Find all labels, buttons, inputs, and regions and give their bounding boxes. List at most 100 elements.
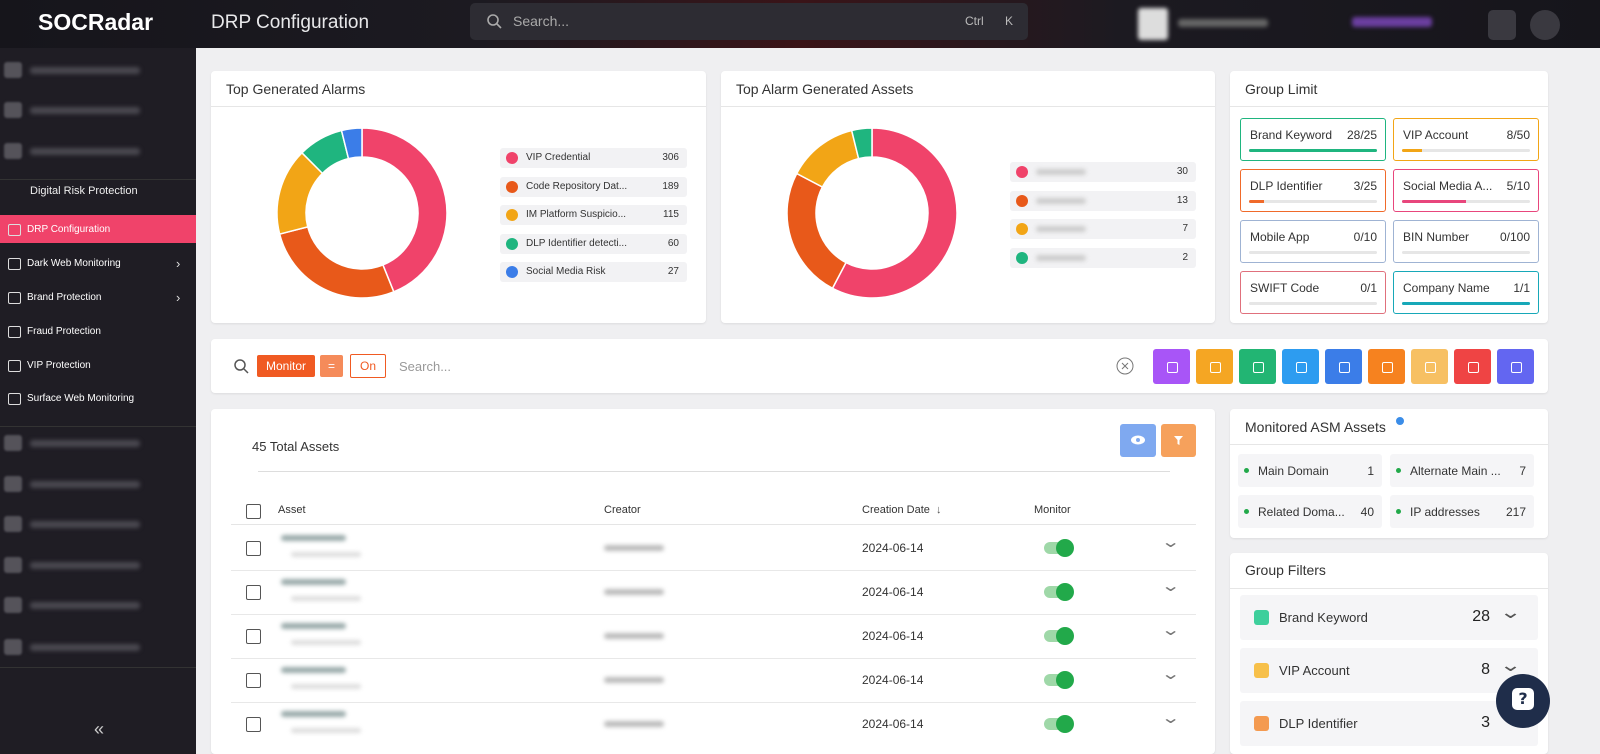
column-header[interactable]: Creation Date (862, 504, 930, 516)
donut-segment[interactable] (831, 127, 958, 299)
nav-item[interactable]: DRP Configuration (27, 224, 111, 235)
row-checkbox[interactable] (246, 629, 261, 644)
asm-tile[interactable]: Related Doma... 40 (1238, 495, 1382, 528)
legend-swatch (506, 152, 518, 164)
filter-count: 8 (1481, 661, 1490, 678)
creation-date: 2024-06-14 (862, 585, 924, 599)
legend-item[interactable]: Social Media Risk 27 (500, 262, 687, 282)
legend-item[interactable]: Code Repository Dat... 189 (500, 176, 687, 197)
view-button[interactable] (1120, 424, 1156, 457)
asset-sub-blurred (291, 552, 361, 557)
notifications[interactable] (1488, 10, 1516, 40)
legend-item[interactable]: 13 (1010, 190, 1196, 211)
limit-value: 8/50 (1506, 128, 1530, 142)
avatar[interactable] (1530, 10, 1560, 40)
legend-item[interactable]: 30 (1010, 162, 1196, 182)
donut-segment[interactable] (786, 172, 847, 290)
limit-tile[interactable]: Brand Keyword 28/25 (1240, 118, 1386, 161)
legend-item[interactable]: DLP Identifier detecti... 60 (500, 233, 687, 254)
limit-tile[interactable]: SWIFT Code 0/1 (1240, 271, 1386, 314)
action-button[interactable] (1325, 349, 1362, 384)
expand-chevron[interactable]: ⌄ (1160, 578, 1181, 595)
row-checkbox[interactable] (246, 717, 261, 732)
row-checkbox[interactable] (246, 541, 261, 556)
expand-chevron[interactable]: ⌄ (1160, 622, 1181, 639)
help-button[interactable]: ? (1496, 674, 1550, 728)
nav-item-blurred (4, 102, 22, 118)
monitor-toggle[interactable] (1044, 583, 1074, 601)
filter-value[interactable]: On (350, 354, 387, 378)
logo[interactable]: SOCRadar (38, 9, 154, 35)
collapse[interactable]: « (94, 719, 105, 739)
donut-segment[interactable] (795, 129, 860, 188)
action-button[interactable] (1153, 349, 1190, 384)
filter-search[interactable]: Search... (399, 359, 452, 374)
limit-label: Mobile App (1250, 230, 1310, 244)
nav-item[interactable]: VIP Protection (27, 360, 91, 371)
donut-segment[interactable] (340, 127, 363, 160)
creation-date: 2024-06-14 (862, 673, 924, 687)
limit-tile[interactable]: Mobile App 0/10 (1240, 220, 1386, 263)
legend-value: 306 (662, 152, 679, 163)
monitor-toggle[interactable] (1044, 715, 1074, 733)
shortcut-key: Ctrl (965, 14, 984, 28)
limit-tile[interactable]: DLP Identifier 3/25 (1240, 169, 1386, 212)
expand-chevron[interactable]: ⌄ (1160, 710, 1181, 727)
action-button[interactable] (1239, 349, 1276, 384)
nav-item[interactable]: Surface Web Monitoring (27, 393, 135, 404)
nav-item[interactable]: Fraud Protection (27, 326, 101, 337)
monitor-toggle[interactable] (1044, 627, 1074, 645)
legend-value: 7 (1182, 223, 1188, 234)
nav-section[interactable]: Digital Risk Protection (30, 185, 138, 197)
column-header[interactable]: Monitor (1034, 504, 1071, 516)
filter-field[interactable]: Monitor (257, 355, 316, 377)
monitor-toggle[interactable] (1044, 671, 1074, 689)
group-filter[interactable]: VIP Account 8 ⌄ (1240, 648, 1538, 693)
action-button[interactable] (1497, 349, 1534, 384)
action-button[interactable] (1368, 349, 1405, 384)
action-button[interactable] (1454, 349, 1491, 384)
donut-segment[interactable] (278, 225, 395, 299)
column-header[interactable]: Asset (278, 504, 306, 516)
limit-tile[interactable]: BIN Number 0/100 (1393, 220, 1539, 263)
legend-item[interactable]: VIP Credential 306 (500, 148, 687, 168)
asm-value: 217 (1505, 505, 1526, 519)
legend-swatch (506, 180, 518, 193)
donut-segment[interactable] (850, 127, 873, 160)
upgrade-link[interactable] (1352, 17, 1432, 27)
clear-button[interactable] (1116, 357, 1134, 375)
column-header[interactable]: Creator (604, 504, 641, 516)
header-checkbox[interactable] (246, 504, 261, 519)
search-box[interactable]: Search... Ctrl K (470, 3, 1028, 40)
asm-tile[interactable]: Main Domain 1 (1238, 454, 1382, 487)
limit-tile[interactable]: VIP Account 8/50 (1393, 118, 1539, 161)
filter-label: VIP Account (1279, 663, 1350, 678)
nav-item-blurred (30, 107, 140, 114)
donut-segment[interactable] (361, 127, 448, 293)
action-button[interactable] (1411, 349, 1448, 384)
action-button[interactable] (1196, 349, 1233, 384)
nav-item[interactable]: Brand Protection (27, 292, 102, 303)
expand-chevron[interactable]: ⌄ (1160, 666, 1181, 683)
limit-tile[interactable]: Company Name 1/1 (1393, 271, 1539, 314)
legend-item[interactable]: 2 (1010, 247, 1196, 268)
filter-operator[interactable]: = (320, 355, 344, 377)
row-checkbox[interactable] (246, 673, 261, 688)
limit-tile[interactable]: Social Media A... 5/10 (1393, 169, 1539, 212)
expand-chevron[interactable]: ⌄ (1160, 534, 1181, 551)
limit-track (1249, 149, 1377, 152)
nav-item[interactable]: Dark Web Monitoring (27, 258, 121, 269)
filter-button[interactable] (1161, 424, 1196, 457)
info-icon[interactable] (1396, 417, 1404, 425)
asm-tile[interactable]: Alternate Main ... 7 (1390, 454, 1534, 487)
monitor-toggle[interactable] (1044, 539, 1074, 557)
legend-item[interactable]: 7 (1010, 219, 1196, 239)
legend-item[interactable]: IM Platform Suspicio... 115 (500, 205, 687, 225)
action-button[interactable] (1282, 349, 1319, 384)
creator-blurred (604, 589, 664, 595)
status-dot (1244, 509, 1249, 514)
asm-tile[interactable]: IP addresses 217 (1390, 495, 1534, 528)
row-checkbox[interactable] (246, 585, 261, 600)
group-filter[interactable]: Brand Keyword 28 ⌄ (1240, 595, 1538, 640)
